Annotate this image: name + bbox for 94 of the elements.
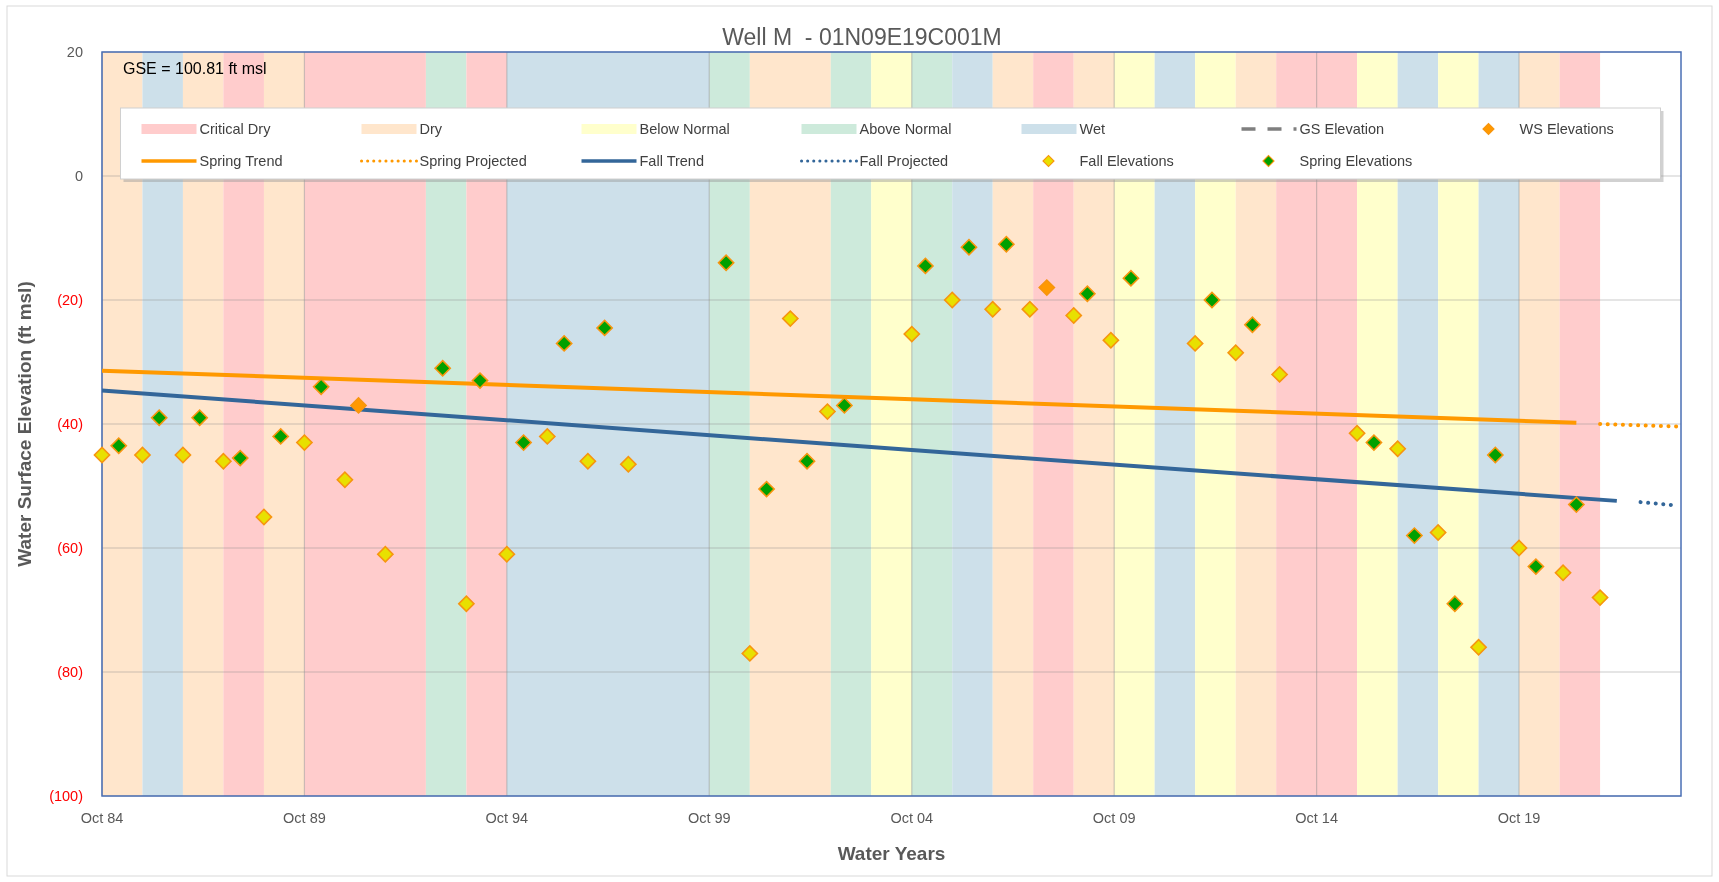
x-tick-label: Oct 04 <box>890 810 934 826</box>
y-tick-label: (20) <box>57 292 83 308</box>
y-tick-label: (40) <box>57 416 83 432</box>
point <box>1406 527 1423 544</box>
point <box>1244 316 1261 334</box>
point <box>93 446 111 464</box>
y-tick-label: 0 <box>74 168 83 184</box>
x-axis-title: Water Years <box>837 842 946 864</box>
point <box>1021 300 1039 318</box>
point <box>231 449 249 467</box>
point <box>997 235 1015 253</box>
point <box>1591 589 1609 606</box>
y-tick-label: (100) <box>49 788 83 804</box>
point <box>1038 279 1056 296</box>
point <box>579 452 597 470</box>
point <box>943 291 961 309</box>
point <box>110 437 128 455</box>
point <box>1102 331 1120 349</box>
point <box>434 359 452 377</box>
x-tick-label: Oct 14 <box>1295 810 1338 826</box>
x-tick-label: Oct 19 <box>1497 810 1541 826</box>
point <box>903 325 921 343</box>
point <box>1554 564 1572 582</box>
point <box>819 403 836 420</box>
point <box>960 238 978 256</box>
point <box>781 310 799 327</box>
point <box>538 428 556 445</box>
chart-title: Well M - 01N09E19C001M <box>722 24 1002 50</box>
legend-label: Spring Elevations <box>1299 153 1413 169</box>
point <box>1079 285 1096 303</box>
point <box>1227 344 1245 362</box>
legend-label: Fall Projected <box>859 153 949 169</box>
y-axis-title: Water Surface Elevation (ft msl) <box>13 281 35 567</box>
point <box>1446 595 1464 613</box>
legend-label: Critical Dry <box>199 121 272 137</box>
point <box>1389 440 1407 458</box>
point <box>619 455 637 473</box>
x-tick-label: Oct 09 <box>1092 810 1136 826</box>
point <box>758 480 775 498</box>
point <box>917 257 934 275</box>
point <box>376 545 394 563</box>
point <box>1429 524 1447 541</box>
legend-label: Dry <box>419 121 443 137</box>
legend-label: Above Normal <box>859 121 952 137</box>
point <box>836 397 853 414</box>
x-tick-label: Oct 89 <box>283 810 326 826</box>
annotation: GSE = 100.81 ft msl <box>123 59 267 77</box>
legend-label: WS Elevations <box>1519 121 1614 137</box>
point <box>1186 335 1204 352</box>
y-tick-label: (60) <box>57 540 83 556</box>
point <box>350 397 367 414</box>
point <box>1065 307 1083 324</box>
point <box>798 452 816 470</box>
point <box>174 446 192 464</box>
legend-label: Fall Trend <box>639 153 704 169</box>
y-tick-label: (80) <box>57 664 83 680</box>
point <box>191 409 209 427</box>
point <box>1348 424 1366 442</box>
point <box>1203 291 1221 309</box>
x-tick-label: Oct 94 <box>485 810 529 826</box>
point <box>1567 496 1585 513</box>
legend-label: Spring Trend <box>199 153 283 169</box>
point <box>596 319 613 337</box>
point <box>336 471 354 489</box>
point <box>1527 558 1545 575</box>
point <box>984 300 1002 318</box>
legend-label: Fall Elevations <box>1079 153 1174 169</box>
point <box>555 335 573 352</box>
point <box>515 434 532 451</box>
point <box>1486 446 1504 464</box>
point <box>215 452 232 470</box>
point <box>272 428 290 445</box>
point <box>134 446 151 464</box>
x-tick-label: Oct 84 <box>80 810 124 826</box>
legend-label: GS Elevation <box>1299 121 1385 137</box>
point <box>150 409 168 427</box>
point <box>1365 434 1383 451</box>
point <box>1470 638 1487 656</box>
point <box>312 378 330 396</box>
legend-label: Below Normal <box>639 121 730 137</box>
legend-label: Wet <box>1079 121 1106 137</box>
legend-label: Spring Projected <box>419 153 527 169</box>
point <box>457 595 475 613</box>
y-tick-label: 20 <box>66 44 83 60</box>
point <box>471 372 489 389</box>
point <box>1510 539 1528 557</box>
x-tick-label: Oct 99 <box>687 810 731 826</box>
point <box>255 508 273 526</box>
point <box>717 254 735 272</box>
point <box>498 545 516 563</box>
point <box>1122 269 1140 287</box>
point <box>296 434 313 451</box>
point <box>741 645 759 662</box>
point <box>1271 366 1288 383</box>
